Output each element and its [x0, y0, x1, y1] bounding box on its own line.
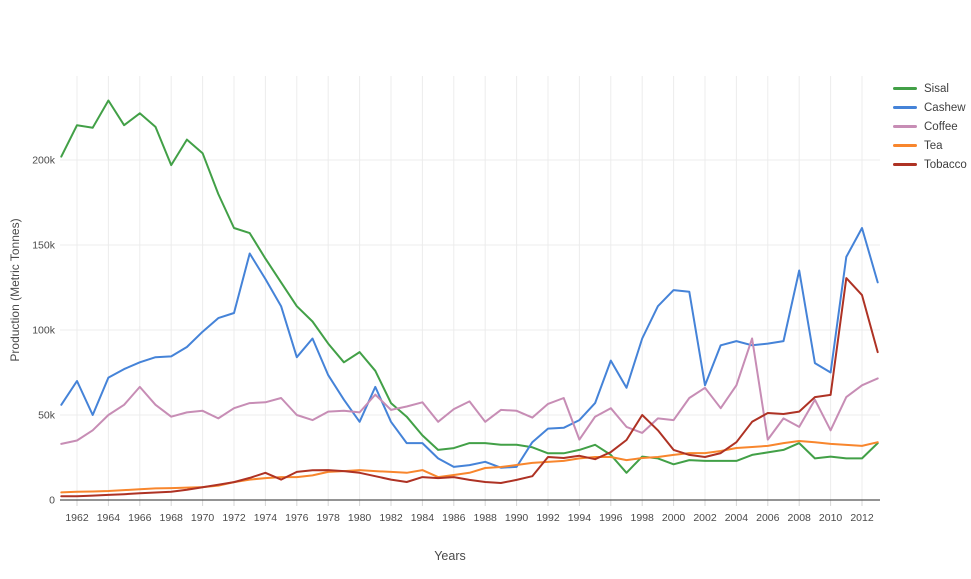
x-tick-label: 1974 [254, 512, 278, 524]
legend-label: Coffee [924, 120, 958, 133]
legend-swatch-tobacco [893, 163, 917, 166]
series-line-coffee [60, 337, 879, 445]
x-axis-title: Years [434, 549, 466, 563]
y-tick-label: 0 [49, 495, 55, 507]
legend-swatch-tea [893, 144, 917, 147]
y-tick-label: 200k [32, 155, 56, 167]
x-tick-label: 1984 [411, 512, 435, 524]
y-tick-label: 50k [38, 410, 56, 422]
series-line-sisal [60, 99, 879, 474]
x-tick-label: 1976 [285, 512, 309, 524]
legend-item-tea[interactable]: Tea [893, 136, 967, 155]
x-tick-label: 2010 [819, 512, 843, 524]
legend-item-tobacco[interactable]: Tobacco [893, 155, 967, 174]
x-tick-label: 1990 [505, 512, 529, 524]
x-tick-label: 1996 [599, 512, 623, 524]
x-tick-label: 2002 [693, 512, 717, 524]
y-tick-label: 100k [32, 325, 56, 337]
x-tick-label: 1970 [191, 512, 215, 524]
legend-label: Sisal [924, 82, 949, 95]
y-tick-label: 150k [32, 240, 56, 252]
x-tick-label: 1986 [442, 512, 466, 524]
x-tick-label: 1994 [568, 512, 592, 524]
legend-swatch-coffee [893, 125, 917, 128]
x-tick-label: 1966 [128, 512, 152, 524]
x-tick-label: 1988 [474, 512, 498, 524]
series-line-cashew [60, 227, 879, 469]
legend-swatch-cashew [893, 106, 917, 109]
legend-swatch-sisal [893, 87, 917, 90]
x-tick-label: 1998 [631, 512, 655, 524]
legend-item-cashew[interactable]: Cashew [893, 98, 967, 117]
x-tick-label: 2000 [662, 512, 686, 524]
x-tick-label: 2004 [725, 512, 749, 524]
series-line-tea [60, 440, 879, 494]
x-tick-label: 2006 [756, 512, 780, 524]
x-tick-label: 1964 [97, 512, 121, 524]
x-tick-label: 2012 [850, 512, 874, 524]
legend-label: Tea [924, 139, 943, 152]
x-tick-label: 1968 [160, 512, 184, 524]
x-tick-label: 1972 [222, 512, 246, 524]
series-line-tobacco [60, 277, 879, 498]
x-tick-label: 1982 [379, 512, 403, 524]
y-axis-title: Production (Metric Tonnes) [8, 218, 22, 362]
legend-item-coffee[interactable]: Coffee [893, 117, 967, 136]
x-tick-label: 2008 [788, 512, 812, 524]
legend-label: Tobacco [924, 158, 967, 171]
x-tick-label: 1962 [65, 512, 89, 524]
x-tick-label: 1980 [348, 512, 372, 524]
legend-item-sisal[interactable]: Sisal [893, 79, 967, 98]
x-tick-label: 1978 [317, 512, 341, 524]
x-tick-label: 1992 [536, 512, 560, 524]
legend-label: Cashew [924, 101, 966, 114]
legend: Sisal Cashew Coffee Tea Tobacco [893, 79, 967, 174]
